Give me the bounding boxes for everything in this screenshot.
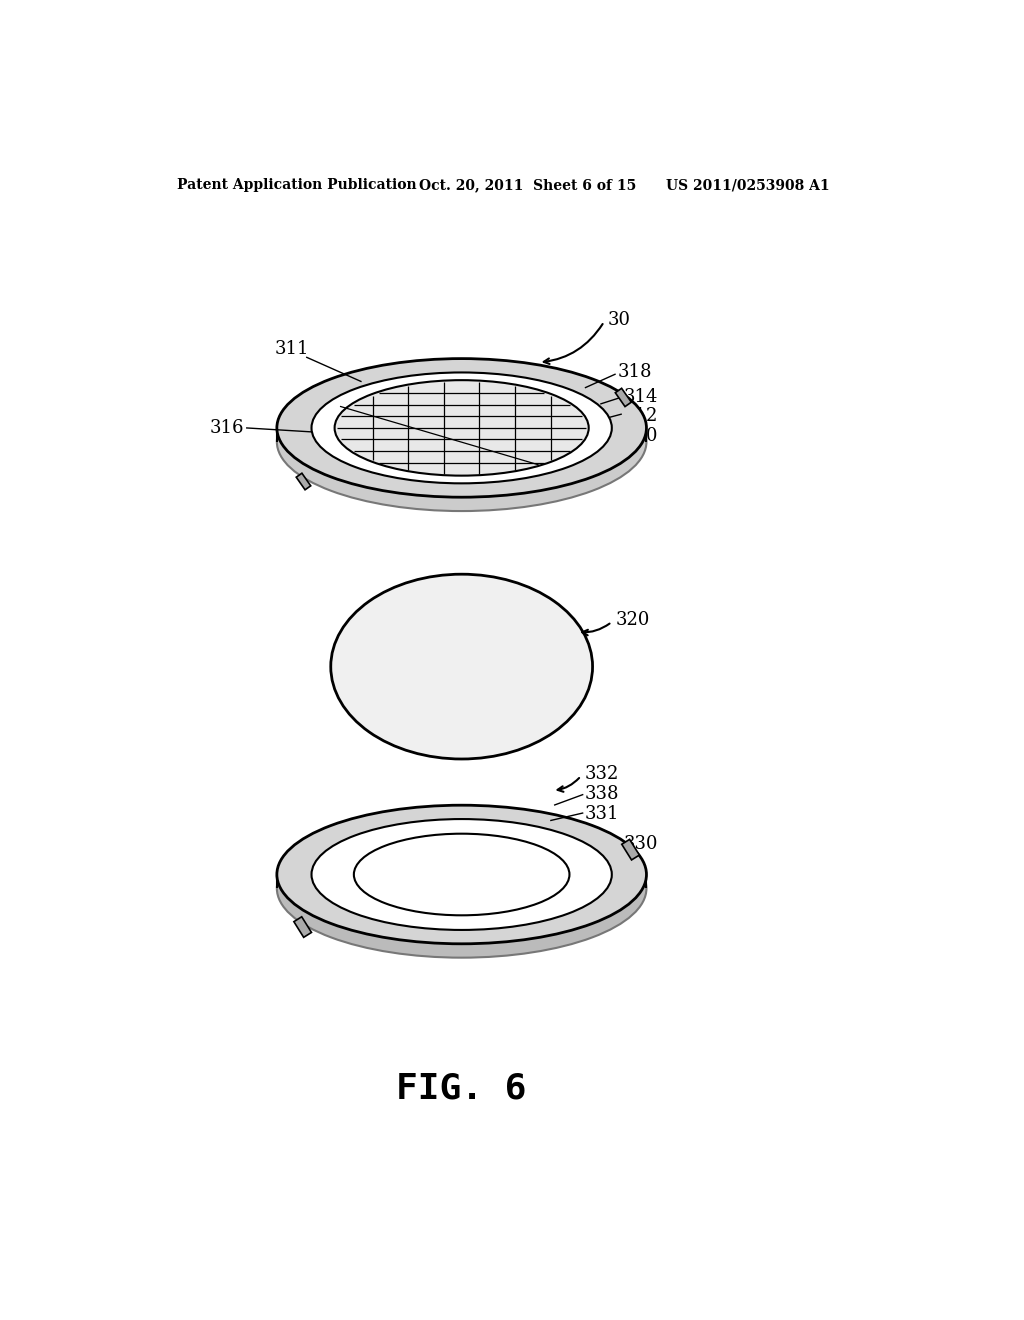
Text: 330: 330 [624, 834, 657, 853]
Text: 314: 314 [624, 388, 657, 407]
Ellipse shape [311, 833, 611, 944]
Text: 311: 311 [275, 341, 309, 358]
Text: FIG. 6: FIG. 6 [396, 1072, 527, 1106]
Ellipse shape [354, 834, 569, 915]
Ellipse shape [331, 574, 593, 759]
Text: 318: 318 [617, 363, 651, 381]
Bar [622, 840, 639, 859]
Text: 338: 338 [585, 785, 620, 804]
Ellipse shape [276, 372, 646, 511]
Text: US 2011/0253908 A1: US 2011/0253908 A1 [666, 178, 829, 193]
Text: 310: 310 [624, 426, 657, 445]
Text: 320: 320 [615, 611, 650, 630]
Ellipse shape [335, 380, 589, 475]
Text: 332: 332 [585, 766, 620, 783]
Ellipse shape [276, 359, 646, 498]
Bar [615, 388, 632, 407]
Ellipse shape [276, 805, 646, 944]
Text: 331: 331 [585, 805, 620, 824]
Ellipse shape [276, 818, 646, 958]
Ellipse shape [311, 818, 611, 929]
Text: 30: 30 [608, 312, 631, 329]
Text: 316: 316 [210, 418, 245, 437]
Bar [294, 917, 311, 937]
Ellipse shape [311, 372, 611, 483]
Bar [296, 473, 310, 490]
Ellipse shape [311, 387, 611, 498]
Text: Oct. 20, 2011  Sheet 6 of 15: Oct. 20, 2011 Sheet 6 of 15 [419, 178, 637, 193]
Text: Patent Application Publication: Patent Application Publication [177, 178, 417, 193]
Text: 312: 312 [624, 407, 657, 425]
